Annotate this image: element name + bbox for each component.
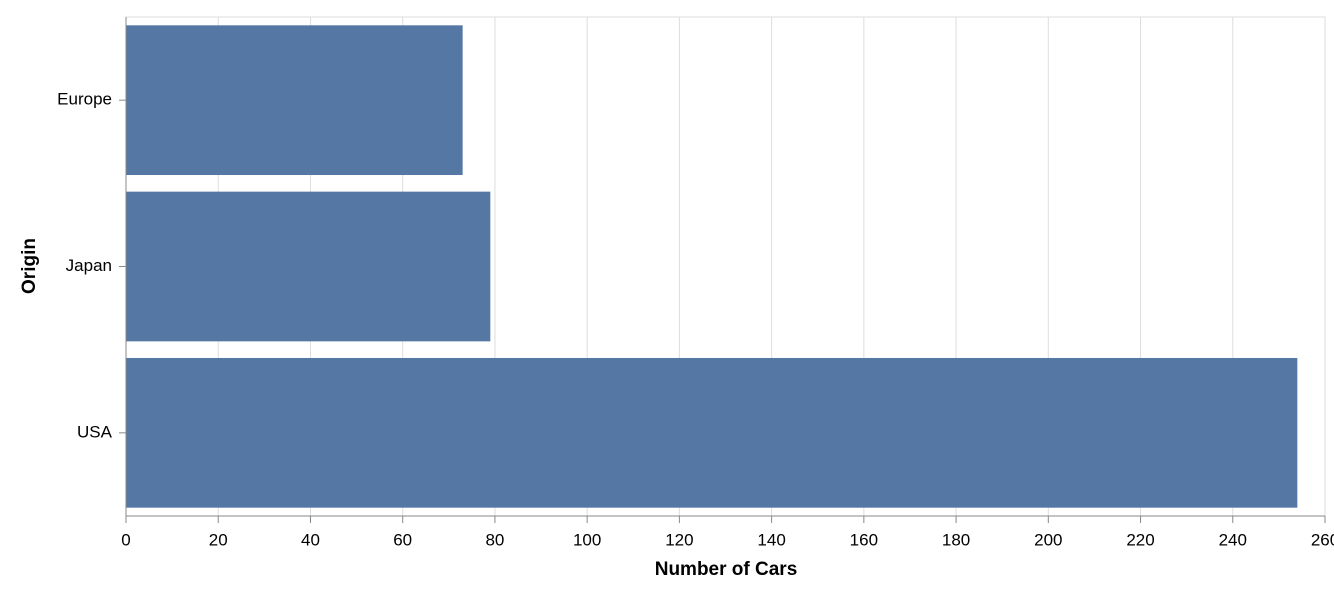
x-tick-label: 160 [850,530,878,549]
x-tick-label: 120 [665,530,693,549]
x-tick-label: 140 [757,530,785,549]
bar [126,357,1298,508]
x-tick-label: 20 [209,530,228,549]
x-tick-label: 60 [393,530,412,549]
bar [126,191,491,342]
x-tick-label: 80 [485,530,504,549]
x-tick-label: 0 [121,530,130,549]
x-tick-label: 220 [1126,530,1154,549]
bar [126,25,463,176]
y-tick-label: Europe [57,90,112,109]
x-tick-label: 40 [301,530,320,549]
y-axis-title: Origin [19,238,40,294]
x-tick-label: 240 [1219,530,1247,549]
x-axis-title: Number of Cars [655,559,798,580]
x-tick-label: 180 [942,530,970,549]
x-tick-label: 260 [1311,530,1334,549]
x-tick-label: 200 [1034,530,1062,549]
x-tick-label: 100 [573,530,601,549]
y-tick-label: USA [77,422,113,441]
y-tick-label: Japan [66,256,112,275]
